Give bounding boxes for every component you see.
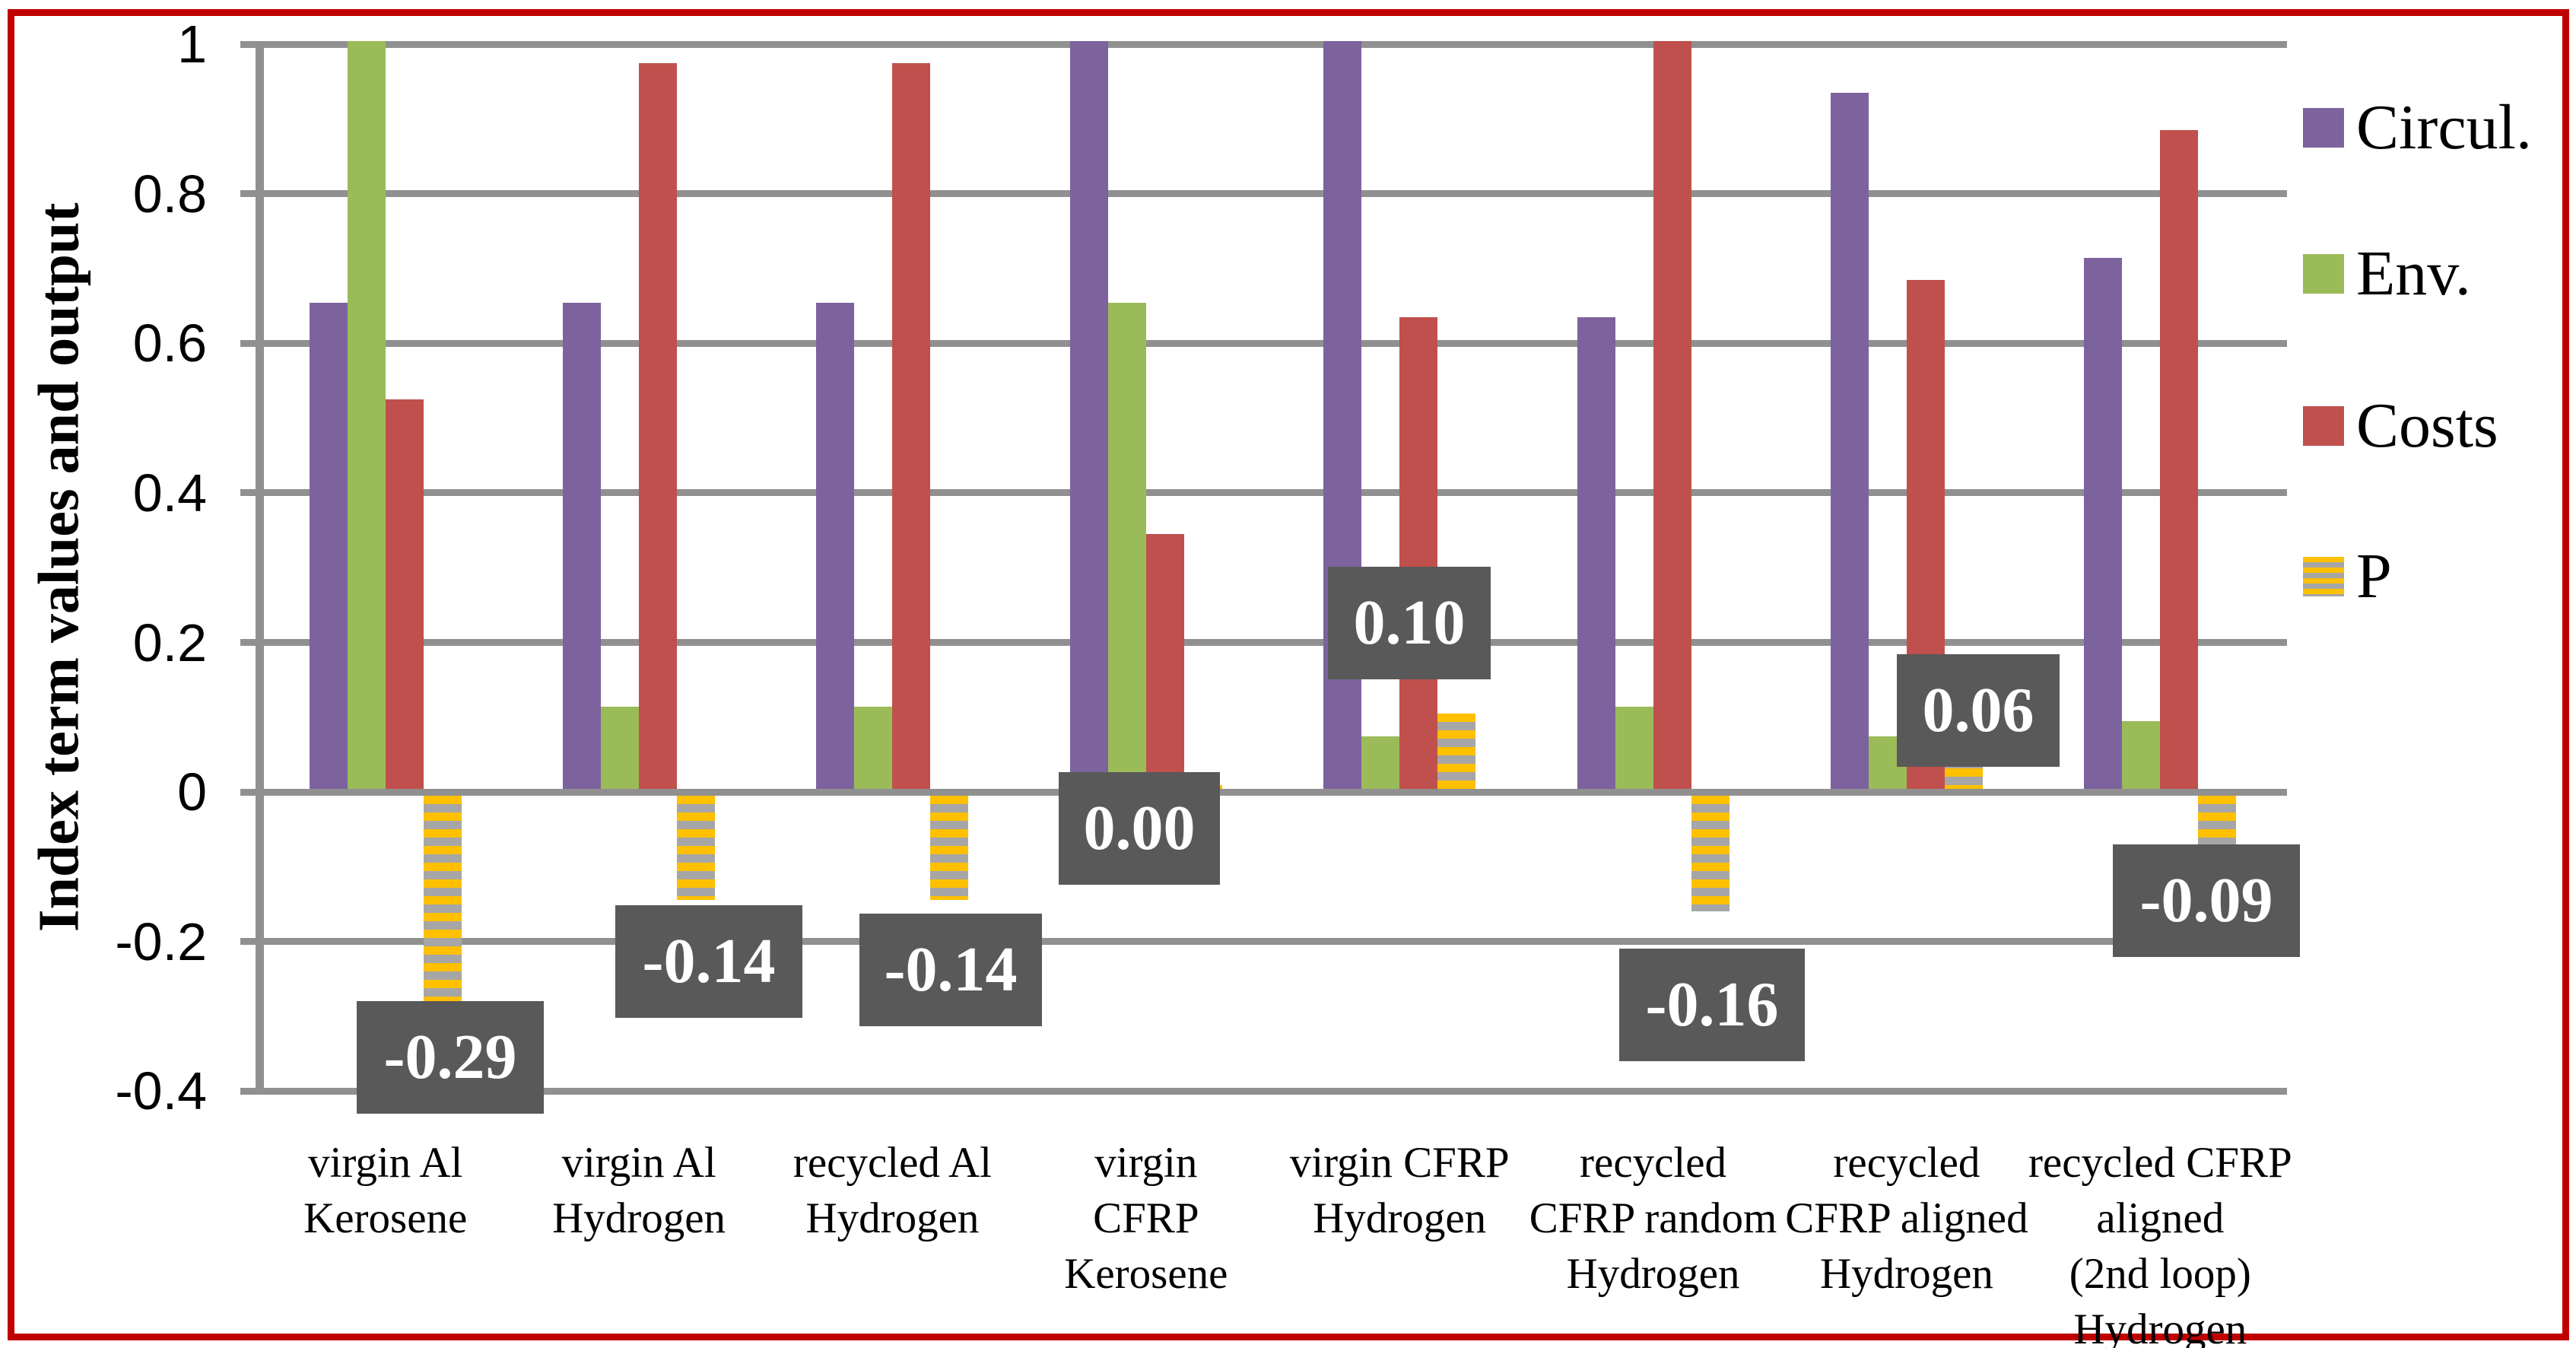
p-data-label-group7: 0.06 <box>1897 654 2060 767</box>
x-category-label-group1: virgin Al Kerosene <box>303 1139 468 1242</box>
legend-label-env: Env. <box>2356 238 2471 309</box>
bar-costs-group6 <box>1653 40 1691 789</box>
legend-label-circul: Circul. <box>2356 92 2532 163</box>
bar-circul-group8 <box>2084 257 2123 789</box>
y-tick-label--0.4: -0.4 <box>115 1061 207 1121</box>
bar-costs-group2 <box>639 62 678 789</box>
bar-costs-group3 <box>892 62 931 789</box>
x-category-label-group8: recycled CFRP aligned (2nd loop) Hydroge… <box>2028 1139 2292 1348</box>
bar-p-group8 <box>2198 795 2237 848</box>
bar-env-group2 <box>601 706 640 789</box>
bar-env-group6 <box>1615 706 1653 789</box>
y-tick-label-0.8: 0.8 <box>132 164 207 224</box>
bar-p-group2 <box>677 795 716 901</box>
bar-costs-group5 <box>1399 317 1438 789</box>
p-data-label-group8: -0.09 <box>2113 844 2300 957</box>
x-category-label-group7: recycled CFRP aligned Hydrogen <box>1785 1139 2028 1298</box>
bar-env-group8 <box>2122 721 2161 789</box>
legend-label-costs: Costs <box>2356 390 2498 461</box>
gridline-0.4 <box>240 489 2287 497</box>
gridline-0 <box>240 788 2287 796</box>
y-axis-line <box>256 40 264 1095</box>
gridline--0.4 <box>240 1087 2287 1095</box>
x-category-label-group4: virgin CFRP Kerosene <box>1064 1139 1228 1298</box>
bar-circul-group1 <box>309 302 348 789</box>
p-data-label-group6: -0.16 <box>1619 949 1805 1061</box>
bar-env-group4 <box>1107 302 1146 789</box>
bar-env-group3 <box>854 706 893 789</box>
p-data-label-group3: -0.14 <box>859 914 1042 1026</box>
y-tick-label-0: 0 <box>177 762 207 822</box>
bar-p-group3 <box>930 795 969 901</box>
bar-costs-group4 <box>1145 534 1184 789</box>
bar-costs-group1 <box>385 399 424 789</box>
bar-circul-group4 <box>1069 40 1108 789</box>
p-data-label-group4: 0.00 <box>1059 772 1220 885</box>
bar-env-group5 <box>1361 736 1400 789</box>
bar-costs-group8 <box>2160 130 2199 789</box>
y-tick-label-1: 1 <box>177 14 207 74</box>
legend-swatch-p <box>2303 557 2344 596</box>
chart-border <box>8 9 2569 1340</box>
x-category-label-group2: virgin Al Hydrogen <box>552 1139 726 1242</box>
p-data-label-group5: 0.10 <box>1328 567 1491 679</box>
y-tick-label-0.4: 0.4 <box>132 463 207 523</box>
bar-circul-group7 <box>1830 93 1869 789</box>
p-data-label-group1: -0.29 <box>357 1001 544 1114</box>
bar-circul-group3 <box>816 302 855 789</box>
gridline-0.6 <box>240 339 2287 347</box>
p-data-label-group2: -0.14 <box>615 905 802 1018</box>
bar-p-group5 <box>1437 714 1476 789</box>
x-category-label-group6: recycled CFRP random Hydrogen <box>1529 1139 1777 1298</box>
bar-p-group6 <box>1691 795 1730 912</box>
gridline-0.8 <box>240 190 2287 198</box>
gridline--0.2 <box>240 938 2287 946</box>
legend-label-p: P <box>2356 541 2392 612</box>
bar-env-group1 <box>347 40 386 789</box>
bar-p-group1 <box>423 795 462 1013</box>
x-category-label-group5: virgin CFRP Hydrogen <box>1289 1139 1510 1242</box>
legend-swatch-env <box>2303 254 2344 294</box>
y-tick-label-0.2: 0.2 <box>132 612 207 672</box>
y-tick-label--0.2: -0.2 <box>115 911 207 971</box>
gridline-1 <box>240 40 2287 48</box>
bar-circul-group6 <box>1577 317 1615 789</box>
gridline-0.2 <box>240 639 2287 647</box>
bar-circul-group2 <box>563 302 602 789</box>
y-tick-label-0.6: 0.6 <box>132 313 207 374</box>
legend-swatch-circul <box>2303 108 2344 148</box>
legend-swatch-costs <box>2303 406 2344 446</box>
x-category-label-group3: recycled Al Hydrogen <box>792 1139 992 1242</box>
